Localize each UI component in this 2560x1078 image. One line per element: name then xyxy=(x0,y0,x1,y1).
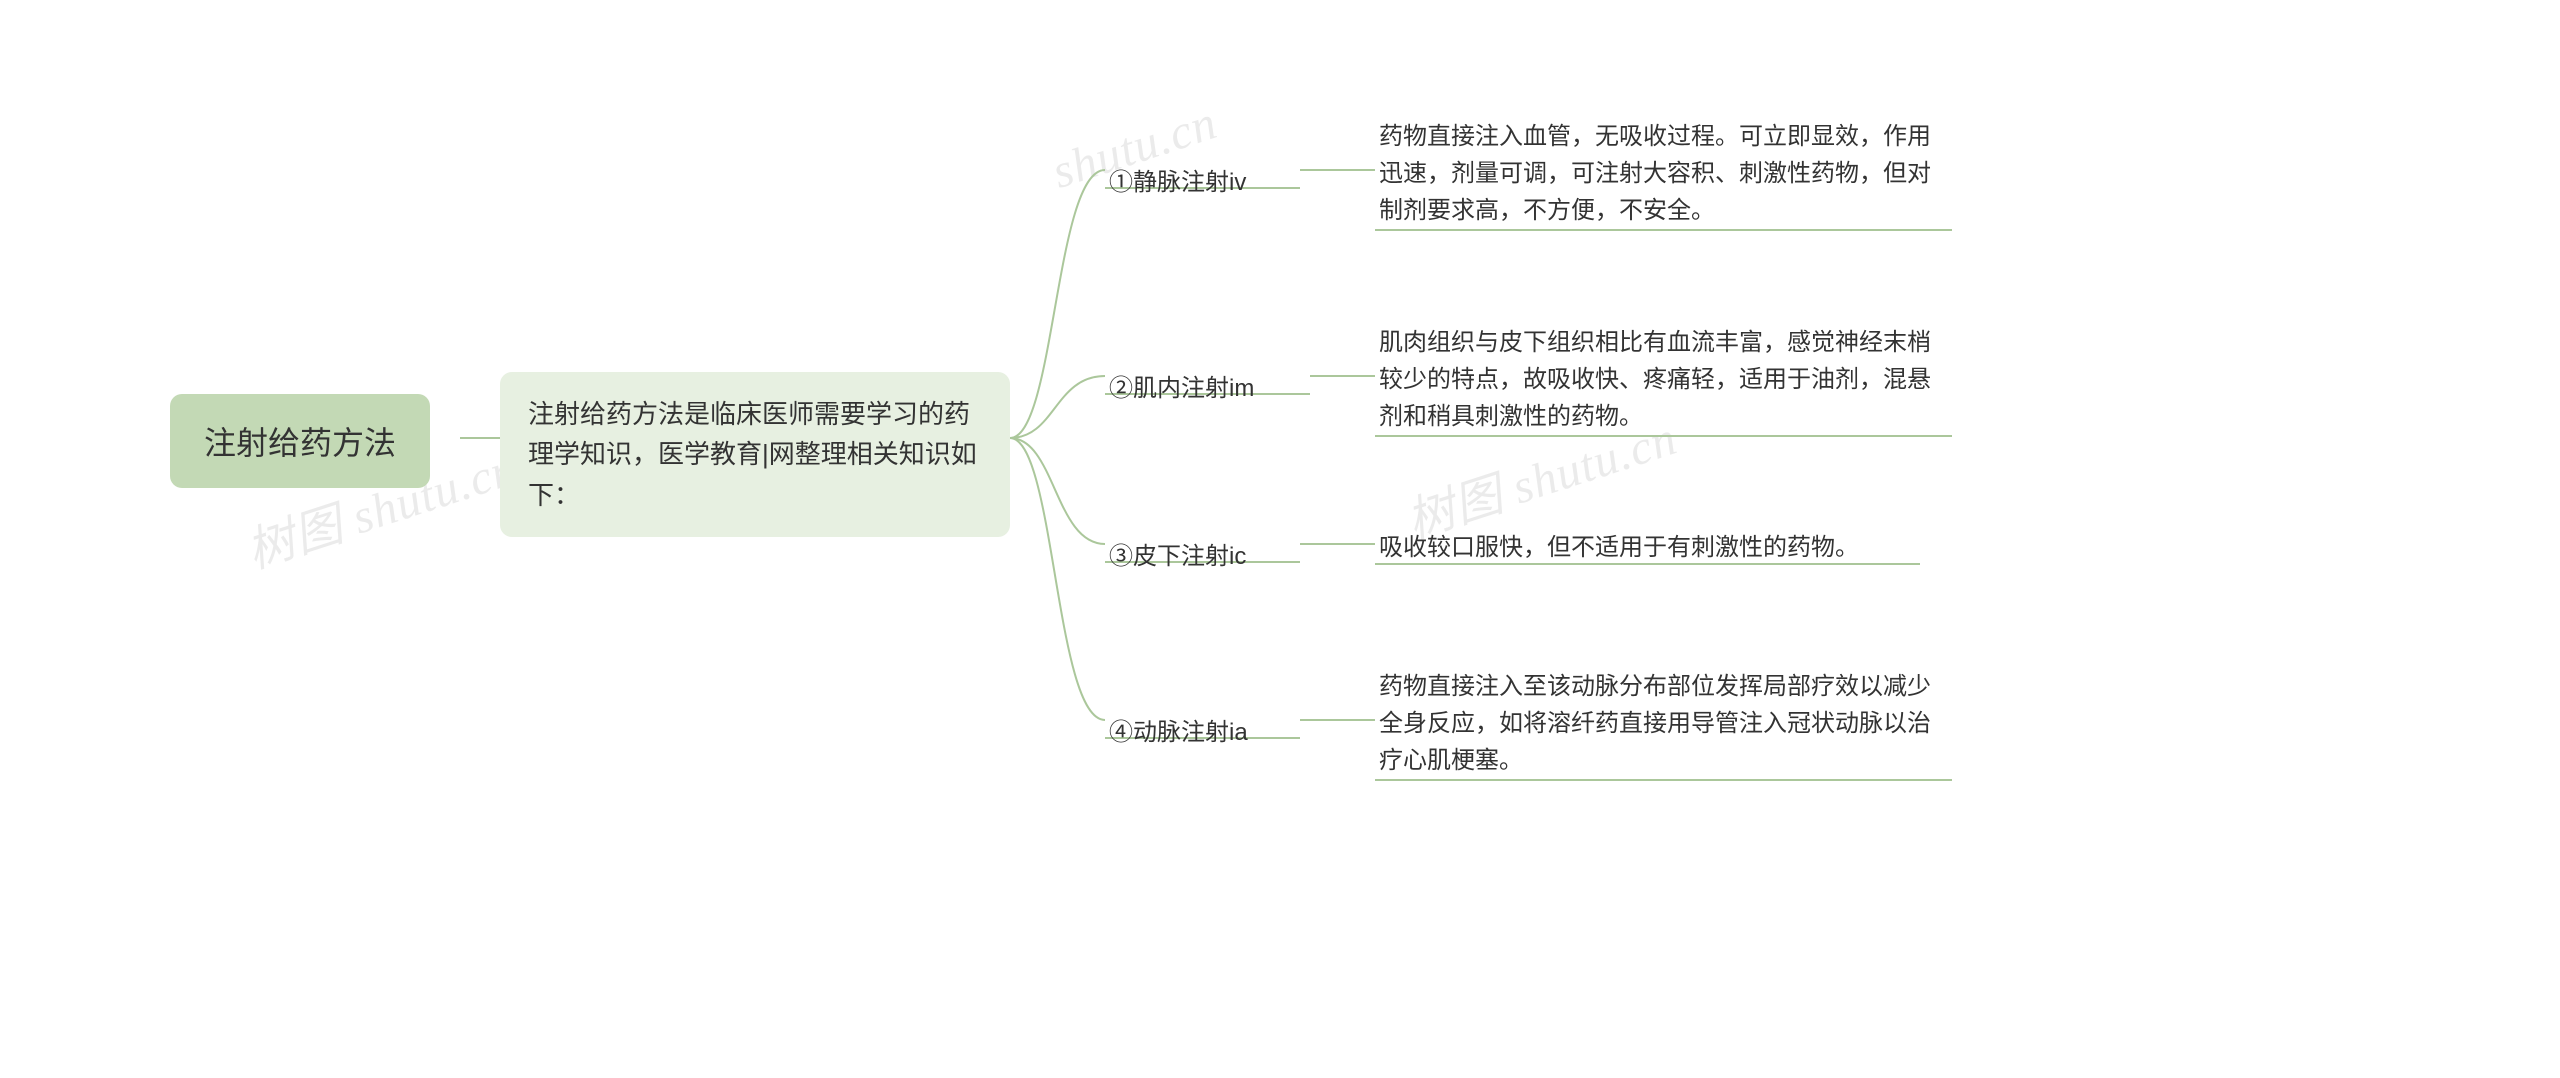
level3-node-ic-detail[interactable]: 吸收较口服快，但不适用于有刺激性的药物。 xyxy=(1375,525,1863,570)
level1-node[interactable]: 注射给药方法是临床医师需要学习的药理学知识，医学教育|网整理相关知识如下： xyxy=(500,372,1010,537)
level3-node-iv-detail[interactable]: 药物直接注入血管，无吸收过程。可立即显效，作用迅速，剂量可调，可注射大容积、刺激… xyxy=(1375,114,1945,234)
mindmap-container: 树图 shutu.cn shutu.cn 树图 shutu.cn 注射给药方法 … xyxy=(0,0,2560,1078)
connector xyxy=(1010,438,1105,720)
level2-label: ②肌内注射im xyxy=(1109,368,1254,403)
level3-node-ia-detail[interactable]: 药物直接注入至该动脉分布部位发挥局部疗效以减少全身反应，如将溶纤药直接用导管注入… xyxy=(1375,664,1945,784)
level3-label: 吸收较口服快，但不适用于有刺激性的药物。 xyxy=(1379,529,1859,566)
level3-label: 药物直接注入至该动脉分布部位发挥局部疗效以减少全身反应，如将溶纤药直接用导管注入… xyxy=(1379,668,1941,780)
level2-node-ia[interactable]: ④动脉注射ia xyxy=(1105,704,1252,755)
connector xyxy=(1010,438,1105,544)
level2-node-ic[interactable]: ③皮下注射ic xyxy=(1105,528,1250,579)
level1-label: 注射给药方法是临床医师需要学习的药理学知识，医学教育|网整理相关知识如下： xyxy=(528,394,982,515)
level3-label: 药物直接注入血管，无吸收过程。可立即显效，作用迅速，剂量可调，可注射大容积、刺激… xyxy=(1379,118,1941,230)
connector-layer xyxy=(0,0,2560,1078)
level2-label: ③皮下注射ic xyxy=(1109,536,1246,571)
level2-label: ①静脉注射iv xyxy=(1109,162,1246,197)
level2-label: ④动脉注射ia xyxy=(1109,712,1248,747)
root-label: 注射给药方法 xyxy=(204,418,396,464)
connector xyxy=(1010,376,1105,438)
root-node[interactable]: 注射给药方法 xyxy=(170,394,430,488)
level2-node-iv[interactable]: ①静脉注射iv xyxy=(1105,154,1250,205)
connector xyxy=(1010,170,1105,438)
level3-label: 肌肉组织与皮下组织相比有血流丰富，感觉神经末梢较少的特点，故吸收快、疼痛轻，适用… xyxy=(1379,324,1941,436)
level3-node-im-detail[interactable]: 肌肉组织与皮下组织相比有血流丰富，感觉神经末梢较少的特点，故吸收快、疼痛轻，适用… xyxy=(1375,320,1945,440)
level2-node-im[interactable]: ②肌内注射im xyxy=(1105,360,1258,411)
